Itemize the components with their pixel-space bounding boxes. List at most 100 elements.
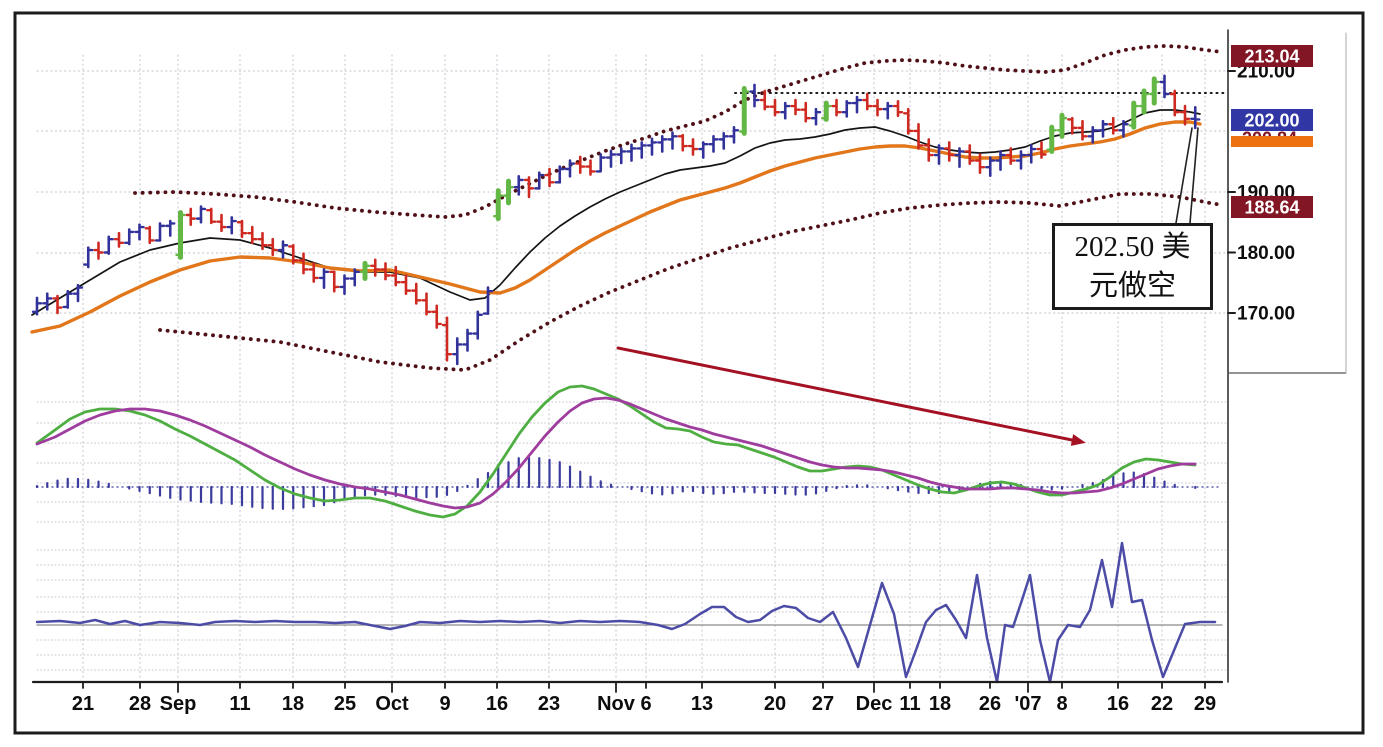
ohlc-bar	[636, 141, 647, 159]
ohlc-bar	[503, 178, 514, 206]
ohlc-bar	[267, 237, 278, 257]
ohlc-bar	[93, 241, 104, 260]
short-entry-annotation: 202.50 美 元做空	[1052, 223, 1213, 310]
ohlc-bar	[452, 337, 463, 366]
ohlc-bar	[216, 213, 227, 233]
ohlc-bar	[1067, 116, 1078, 135]
ohlc-bar	[759, 89, 770, 111]
ohlc-bar	[1159, 74, 1170, 99]
ohlc-bar	[185, 207, 196, 226]
x-axis-label: 16	[486, 693, 508, 715]
price-badge: 213.04	[1231, 45, 1313, 67]
ohlc-bar	[370, 258, 381, 277]
ohlc-bar	[103, 235, 114, 256]
x-axis-label: 13	[691, 693, 713, 715]
ohlc-bar	[236, 219, 248, 239]
ohlc-bar	[359, 260, 371, 282]
ohlc-bar	[892, 99, 904, 118]
x-axis-label: '07	[1014, 693, 1041, 715]
ohlc-bar	[441, 316, 453, 362]
ohlc-bar	[708, 135, 719, 153]
ohlc-bar	[841, 99, 852, 118]
ohlc-bar	[903, 107, 914, 135]
ohlc-bar	[810, 107, 822, 126]
ohlc-bar	[933, 144, 945, 165]
downtrend-arrow	[616, 346, 1086, 446]
ohlc-bar	[493, 188, 504, 222]
ohlc-bar	[523, 176, 535, 199]
ohlc-bar	[646, 137, 658, 156]
ohlc-bar	[995, 150, 1006, 171]
ma-value-badge	[1231, 136, 1313, 147]
ohlc-bar	[1056, 112, 1068, 139]
ohlc-bar	[298, 252, 309, 275]
ohlc-bar	[421, 292, 432, 316]
ohlc-bar	[1179, 104, 1191, 126]
ohlc-bar	[544, 167, 555, 188]
price-badge-label: 188.64	[1244, 198, 1299, 218]
ohlc-bar	[605, 149, 617, 168]
gridlines	[36, 54, 1229, 679]
ohlc-bar	[667, 131, 678, 150]
ohlc-bar	[985, 156, 996, 177]
ohlc-bar	[698, 141, 709, 159]
ohlc-bar	[206, 207, 217, 225]
ohlc-bar	[308, 262, 319, 283]
ohlc-bar	[349, 268, 360, 287]
x-axis-label: 28	[129, 693, 151, 715]
callout-lines	[1175, 127, 1199, 224]
x-axis-label: Sep	[160, 693, 197, 715]
plot-borders	[1227, 29, 1347, 683]
ohlc-bar	[657, 135, 668, 153]
ohlc-bar	[595, 153, 606, 173]
ohlc-bar	[42, 292, 53, 311]
x-axis-label: 11	[899, 693, 920, 715]
ohlc-bar	[944, 141, 955, 162]
ohlc-bar	[1005, 147, 1016, 165]
price-badge-label: 213.04	[1244, 47, 1299, 67]
ohlc-bar	[1097, 119, 1109, 138]
ohlc-bar	[821, 100, 832, 122]
ohlc-bar	[739, 86, 750, 136]
ohlc-bar	[800, 101, 811, 123]
annotation-line1: 202.50 美	[1074, 231, 1191, 264]
price-badge: 202.00	[1231, 109, 1313, 131]
x-axis-label: Nov	[597, 693, 636, 715]
ohlc-bar	[616, 147, 627, 165]
ohlc-bars	[31, 74, 1201, 366]
ohlc-bar	[482, 286, 494, 315]
ohlc-bar	[1108, 116, 1119, 135]
ohlc-bar	[1046, 124, 1057, 154]
ohlc-bar	[882, 101, 893, 120]
price-badge-label: 202.00	[1244, 111, 1299, 131]
ohlc-bar	[431, 304, 442, 329]
x-axis-label: 20	[764, 693, 786, 715]
ohlc-bar	[124, 228, 135, 246]
x-axis-label: 16	[1107, 693, 1129, 715]
ohlc-bar	[851, 95, 863, 114]
ohlc-bar	[165, 219, 176, 237]
ohlc-bar	[1118, 119, 1129, 138]
ohlc-bar	[411, 282, 422, 305]
ohlc-bar	[1149, 76, 1160, 106]
x-axis-label: 22	[1151, 693, 1173, 715]
ohlc-bar	[277, 240, 289, 259]
ohlc-bar	[974, 153, 986, 174]
ohlc-bar	[1190, 106, 1201, 130]
ohlc-bar	[1015, 150, 1027, 170]
ohlc-bar	[318, 268, 330, 289]
ohlc-bar	[83, 246, 94, 269]
ohlc-bar	[62, 289, 73, 309]
ohlc-bar	[31, 296, 43, 316]
annotation-line2: 元做空	[1088, 269, 1176, 302]
x-axis-label: 23	[538, 693, 560, 715]
ohlc-bar	[1087, 125, 1098, 144]
x-axis-label: 18	[282, 693, 304, 715]
ohlc-bar	[390, 265, 401, 287]
ohlc-bar	[1077, 119, 1088, 141]
x-axis-label: 8	[1056, 693, 1067, 715]
x-axis-label: 25	[334, 693, 356, 715]
x-axis-label: 18	[929, 693, 951, 715]
